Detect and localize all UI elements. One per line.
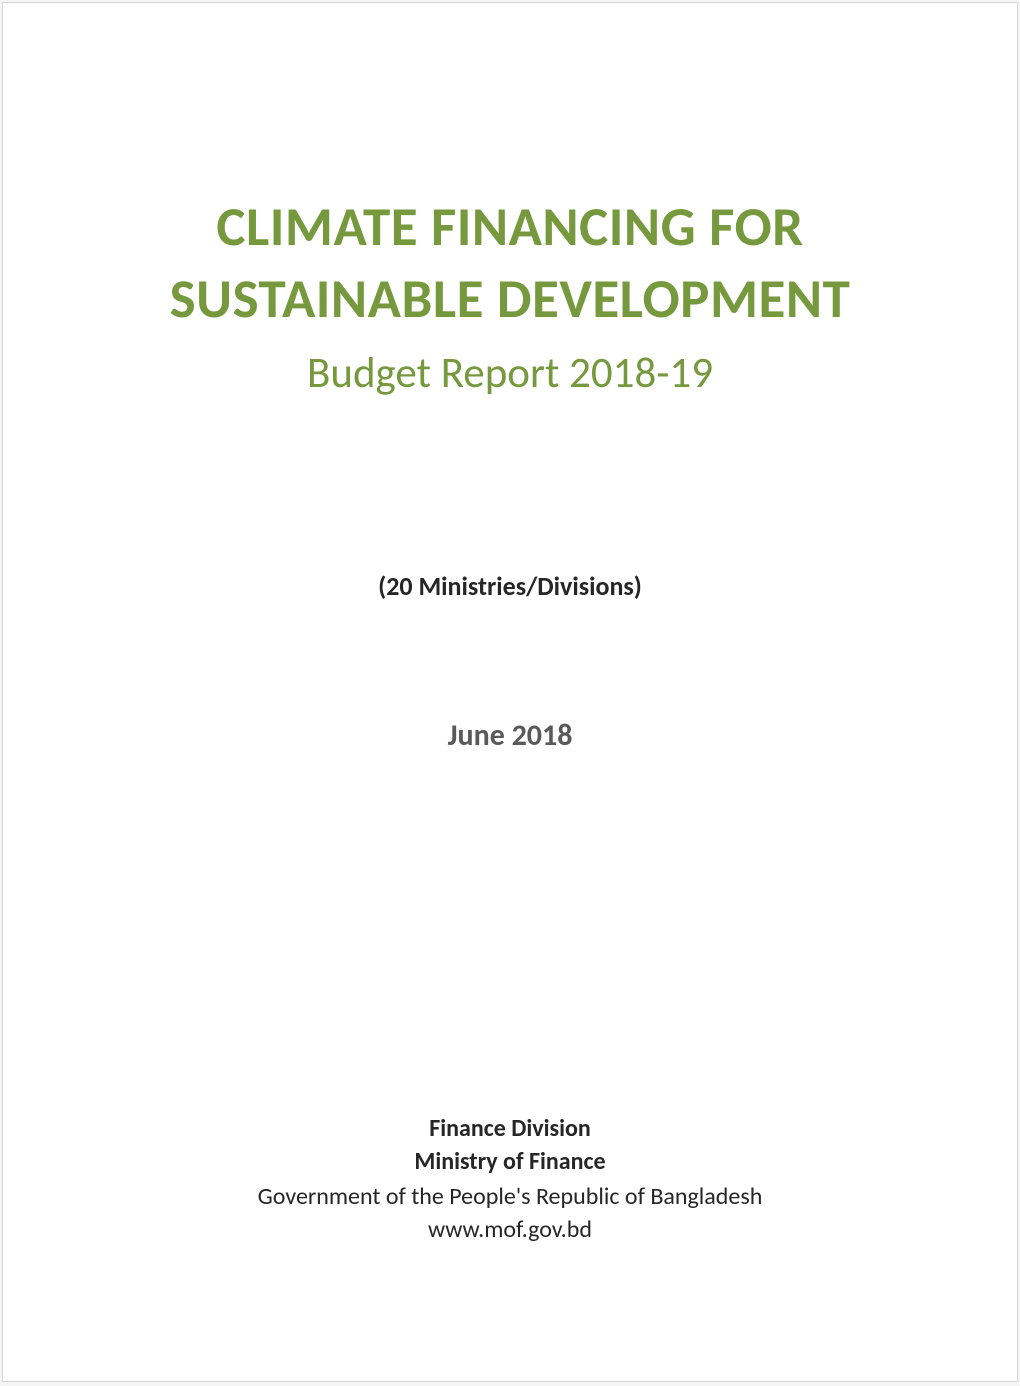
footer-block: Finance Division Ministry of Finance Gov… (3, 1114, 1017, 1244)
footer-division: Finance Division (3, 1114, 1017, 1143)
document-page: CLIMATE FINANCING FOR SUSTAINABLE DEVELO… (2, 2, 1018, 1382)
footer-website: www.mof.gov.bd (3, 1215, 1017, 1244)
ministries-note: (20 Ministries/Divisions) (3, 570, 1017, 602)
report-subtitle: Budget Report 2018-19 (3, 346, 1017, 399)
footer-ministry: Ministry of Finance (3, 1147, 1017, 1176)
report-title-line1: CLIMATE FINANCING FOR (3, 193, 1017, 260)
report-title-line2: SUSTAINABLE DEVELOPMENT (3, 265, 1017, 332)
report-date: June 2018 (3, 717, 1017, 754)
footer-government: Government of the People's Republic of B… (3, 1182, 1017, 1211)
